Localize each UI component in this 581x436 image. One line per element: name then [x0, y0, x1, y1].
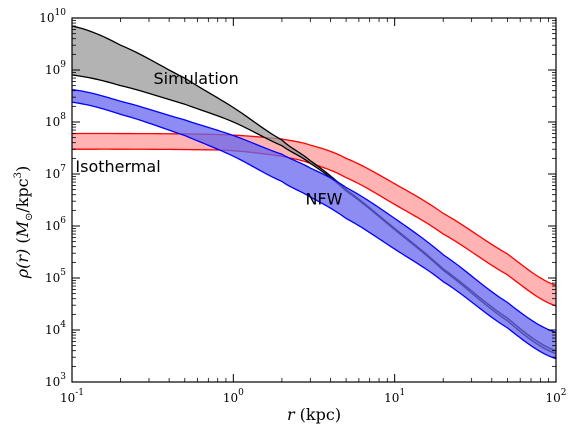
y-tick-label: 103: [45, 372, 66, 389]
y-tick-label: 105: [45, 268, 66, 285]
x-tick-label: 10-1: [60, 388, 84, 405]
plot-frame: [71, 17, 557, 383]
y-tick-label: 1010: [39, 8, 66, 25]
bands-layer: [71, 25, 557, 360]
isothermal-upper-line: [71, 132, 557, 287]
y-axis-label: ρ(r) (M⊙/kpc3): [13, 166, 35, 280]
nfw-upper-line: [71, 88, 557, 333]
simulation-annotation: Simulation: [153, 69, 238, 88]
y-tick-label: 104: [45, 320, 66, 337]
nfw-band-fill: [72, 89, 556, 359]
x-tick-label: 102: [545, 388, 566, 405]
ticks-layer: 10-1 100 101 102 103 104 105 106 107 108 109 1010: [39, 8, 566, 405]
nfw-lower-line: [71, 101, 557, 360]
x-tick-label: 100: [223, 388, 244, 405]
nfw-annotation: NFW: [305, 189, 342, 208]
y-tick-label: 107: [45, 164, 66, 181]
x-axis-label: r (kpc): [287, 405, 341, 424]
annotations-layer: Simulation Isothermal NFW: [75, 69, 342, 209]
isothermal-annotation: Isothermal: [75, 157, 160, 176]
y-tick-label: 109: [45, 60, 66, 77]
y-tick-label: 108: [45, 112, 66, 129]
y-tick-label: 106: [45, 216, 66, 233]
x-tick-label: 101: [384, 388, 405, 405]
